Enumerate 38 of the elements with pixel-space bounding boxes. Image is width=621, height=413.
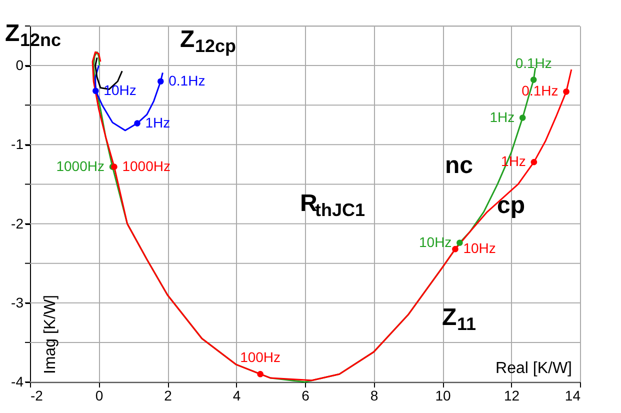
point	[157, 78, 164, 85]
point	[519, 114, 526, 121]
annotation: nc	[445, 152, 474, 179]
x-tick-label: 12	[504, 388, 520, 404]
point	[134, 120, 140, 126]
y-tick-label: 0	[16, 57, 24, 74]
y-tick-label: -3	[11, 294, 24, 310]
annotation: 1000Hz	[56, 158, 104, 174]
annotation: 0.1Hz	[168, 72, 206, 88]
x-axis-title: Real [K/W]	[496, 360, 572, 377]
x-tick-label: 4	[232, 388, 241, 404]
y-tick-label: -2	[11, 215, 24, 232]
annotation: 10Hz	[419, 234, 452, 250]
y-tick-label: -4	[11, 374, 24, 390]
x-tick-label: 6	[302, 388, 310, 404]
x-tick-label: 2	[164, 388, 172, 404]
annotation: 10Hz	[463, 240, 496, 256]
point	[530, 158, 538, 166]
point	[452, 246, 458, 252]
y-axis-title: Imag [K/W]	[42, 294, 59, 374]
annotation: 1000Hz	[122, 158, 170, 174]
annotation: 0.1Hz	[515, 54, 552, 71]
x-tick-label: -2	[30, 388, 44, 404]
annotation: 10Hz	[104, 82, 136, 98]
annotation: 100Hz	[240, 349, 281, 366]
point	[257, 370, 264, 378]
y-tick-label: -1	[11, 136, 24, 152]
point	[92, 88, 99, 94]
point	[530, 76, 537, 83]
annotation: cp	[497, 192, 526, 219]
x-tick-label: 0	[95, 388, 104, 404]
point	[456, 240, 463, 246]
point	[563, 88, 570, 95]
x-tick-label: 8	[370, 388, 378, 404]
x-tick-label: 14	[564, 388, 581, 404]
x-tick-label: 10	[435, 388, 451, 404]
annotation: 1Hz	[145, 114, 170, 130]
annotation: 1Hz	[490, 108, 515, 125]
